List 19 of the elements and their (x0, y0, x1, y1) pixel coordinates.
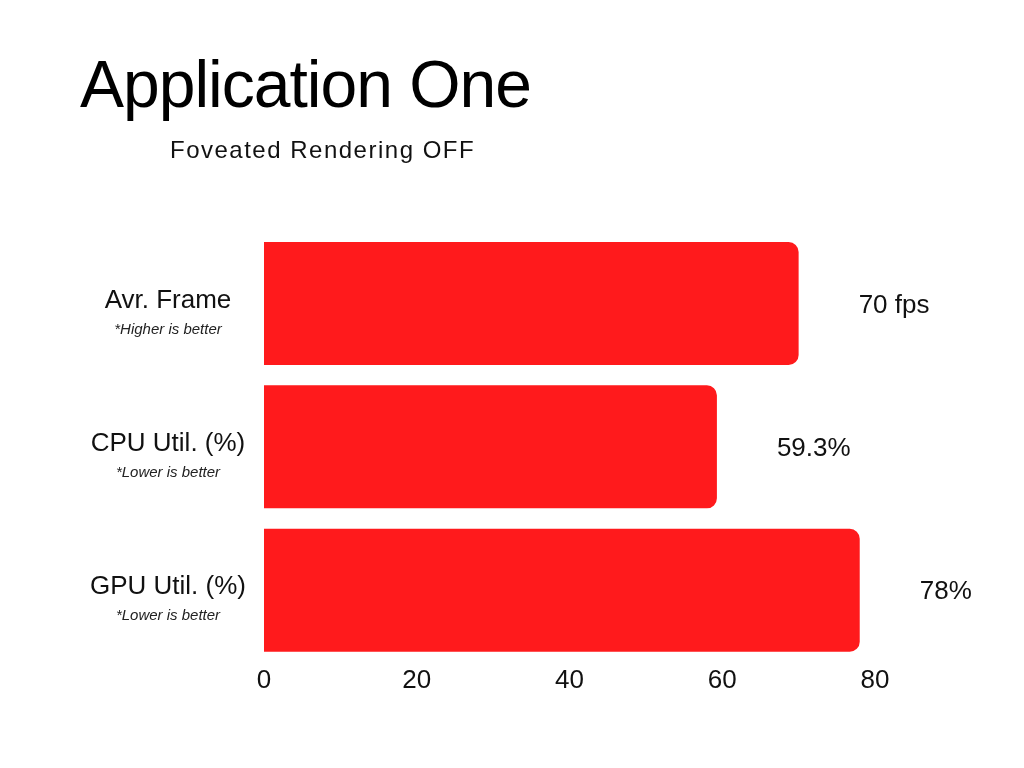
text: *Higher is better (114, 319, 223, 337)
x-tick-label: 40 (555, 664, 584, 695)
x-tick-label: 0 (256, 664, 272, 695)
bar (264, 242, 799, 366)
y-tick-label: GPU Util. (%) (90, 570, 246, 601)
x-tick-label: 20 (402, 664, 432, 695)
x-tick-label: 60 (707, 664, 737, 695)
chart-title: Application One (80, 46, 531, 122)
data-label: 59.3% (776, 432, 851, 463)
bar (264, 385, 717, 509)
y-tick-label: CPU Util. (%) (90, 427, 246, 457)
y-tick-label: Avr. Frame (104, 283, 232, 314)
text: *Lower is better (115, 606, 222, 624)
data-label: 78% (919, 575, 972, 606)
data-label: 70 fps (858, 288, 930, 319)
text: *Lower is better (115, 463, 222, 480)
x-tick-label: 80 (860, 664, 890, 695)
bar (264, 528, 860, 652)
chart-subtitle: Foveated Rendering OFF (170, 136, 476, 164)
